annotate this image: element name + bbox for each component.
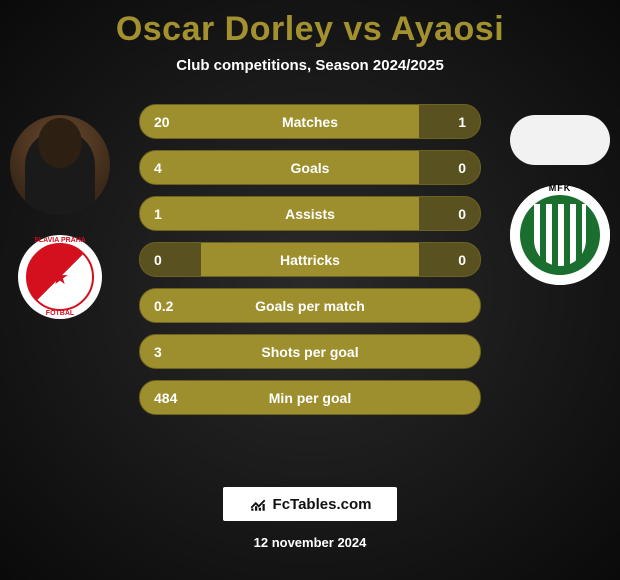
- stat-bar: 3Shots per goal: [139, 334, 481, 369]
- chart-icon: [249, 495, 267, 513]
- stat-left-value: 4: [154, 160, 162, 176]
- footer: FcTables.com 12 november 2024: [0, 487, 620, 550]
- stat-bar: 0.2Goals per match: [139, 288, 481, 323]
- stat-right-value: 0: [458, 252, 466, 268]
- stat-right-value: 0: [458, 206, 466, 222]
- footer-date: 12 november 2024: [254, 535, 367, 550]
- stat-label: Shots per goal: [154, 344, 466, 360]
- stat-left-value: 3: [154, 344, 162, 360]
- stat-left-value: 484: [154, 390, 177, 406]
- brand-badge: FcTables.com: [223, 487, 398, 521]
- stat-label: Goals: [154, 160, 466, 176]
- stats-column: 20Matches14Goals01Assists00Hattricks00.2…: [139, 104, 481, 415]
- stat-label: Assists: [154, 206, 466, 222]
- stat-left-value: 0: [154, 252, 162, 268]
- brand-text: FcTables.com: [273, 496, 372, 513]
- stat-bar: 20Matches1: [139, 104, 481, 139]
- stat-label: Goals per match: [154, 298, 466, 314]
- stat-right-value: 1: [458, 114, 466, 130]
- stat-right-value: 0: [458, 160, 466, 176]
- stat-label: Hattricks: [154, 252, 466, 268]
- stat-bar: 4Goals0: [139, 150, 481, 185]
- subtitle: Club competitions, Season 2024/2025: [0, 57, 620, 74]
- stat-bar: 1Assists0: [139, 196, 481, 231]
- stat-bar: 484Min per goal: [139, 380, 481, 415]
- stat-left-value: 20: [154, 114, 170, 130]
- stat-left-value: 1: [154, 206, 162, 222]
- stats-content: 20Matches14Goals01Assists00Hattricks00.2…: [0, 104, 620, 415]
- stat-bar: 0Hattricks0: [139, 242, 481, 277]
- stat-label: Min per goal: [154, 390, 466, 406]
- stat-left-value: 0.2: [154, 298, 173, 314]
- page-title: Oscar Dorley vs Ayaosi: [0, 0, 620, 49]
- stat-label: Matches: [154, 114, 466, 130]
